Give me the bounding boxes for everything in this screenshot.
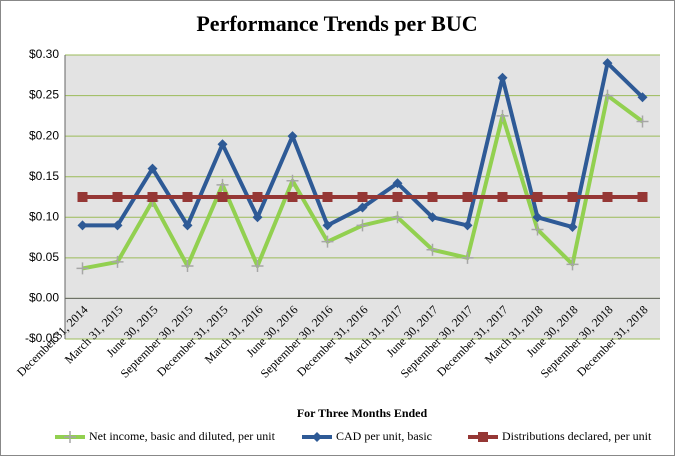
marker xyxy=(637,92,648,103)
marker xyxy=(531,223,544,236)
y-tick-label: $0.05 xyxy=(29,250,59,264)
marker xyxy=(636,115,649,128)
marker xyxy=(532,192,543,202)
marker xyxy=(461,251,474,264)
marker xyxy=(77,220,88,231)
marker xyxy=(112,192,123,202)
marker xyxy=(252,192,263,202)
legend-label: CAD per unit, basic xyxy=(336,429,432,443)
marker xyxy=(427,212,438,223)
marker xyxy=(181,259,194,272)
marker xyxy=(64,431,76,443)
marker xyxy=(217,139,228,150)
marker xyxy=(567,222,578,233)
marker xyxy=(287,192,298,202)
marker xyxy=(147,192,158,202)
x-axis-title: For Three Months Ended xyxy=(297,406,428,420)
marker xyxy=(427,192,438,202)
marker xyxy=(182,220,193,231)
marker xyxy=(251,259,264,272)
marker xyxy=(321,235,334,248)
marker xyxy=(496,109,509,122)
marker xyxy=(287,131,298,142)
marker xyxy=(356,219,369,232)
legend-label: Distributions declared, per unit xyxy=(502,429,652,443)
marker xyxy=(182,192,193,202)
marker xyxy=(77,192,88,202)
marker xyxy=(217,192,228,202)
marker xyxy=(478,432,488,442)
marker xyxy=(391,211,404,224)
marker xyxy=(637,192,648,202)
marker xyxy=(392,192,403,202)
marker xyxy=(566,258,579,271)
marker xyxy=(322,220,333,231)
marker xyxy=(462,220,473,231)
marker xyxy=(252,212,263,223)
marker xyxy=(426,243,439,256)
marker xyxy=(112,220,123,231)
marker xyxy=(357,202,368,213)
y-tick-label: $0.00 xyxy=(29,291,59,305)
marker xyxy=(147,163,158,174)
y-tick-label: $0.15 xyxy=(29,169,59,183)
marker xyxy=(216,178,229,191)
y-tick-label: $0.25 xyxy=(29,88,59,102)
marker xyxy=(312,432,322,442)
marker xyxy=(602,192,613,202)
y-tick-label: $0.30 xyxy=(29,47,59,61)
marker xyxy=(462,192,473,202)
marker xyxy=(497,192,508,202)
y-tick-label: $0.10 xyxy=(29,209,59,223)
marker xyxy=(532,212,543,223)
chart-title: Performance Trends per BUC xyxy=(196,11,477,36)
marker xyxy=(601,89,614,102)
marker xyxy=(392,178,403,189)
marker xyxy=(497,72,508,83)
y-tick-label: -$0.05 xyxy=(25,331,59,345)
marker xyxy=(322,192,333,202)
legend-label: Net income, basic and diluted, per unit xyxy=(89,429,276,443)
marker xyxy=(602,58,613,69)
y-tick-label: $0.20 xyxy=(29,128,59,142)
marker xyxy=(111,255,124,268)
marker xyxy=(567,192,578,202)
marker xyxy=(357,192,368,202)
marker xyxy=(76,262,89,275)
marker xyxy=(286,174,299,187)
